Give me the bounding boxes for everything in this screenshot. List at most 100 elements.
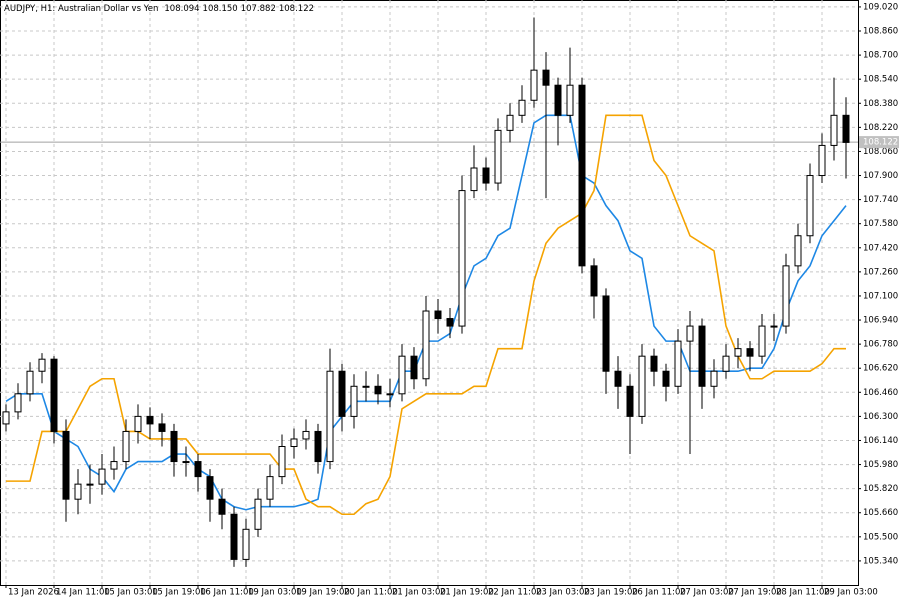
candle-body — [74, 483, 82, 500]
x-tick-label: 20 Jan 11:00 — [344, 588, 398, 598]
candle-body — [614, 370, 622, 387]
candle-body — [470, 167, 478, 192]
candle-body — [290, 438, 298, 448]
candle-body — [542, 69, 550, 86]
candle-body — [722, 355, 730, 372]
candle-body — [26, 370, 34, 395]
candle-body — [626, 385, 634, 417]
x-tick-label: 22 Jan 11:00 — [488, 588, 542, 598]
x-tick-label: 26 Jan 11:00 — [632, 588, 686, 598]
candle-body — [50, 358, 58, 432]
candle-body — [14, 393, 22, 413]
plot-frame — [0, 0, 859, 586]
y-tick-label: 105.660 — [863, 508, 898, 518]
y-tick-label: 106.300 — [863, 412, 898, 422]
candle-body — [494, 129, 502, 184]
y-tick-label: 107.740 — [863, 195, 898, 205]
candle-body — [794, 235, 802, 267]
candle-body — [266, 476, 274, 500]
y-tick-label: 109.020 — [863, 2, 898, 12]
y-tick-label: 107.580 — [863, 219, 898, 229]
candle-body — [182, 461, 190, 464]
last-price-tag — [859, 136, 899, 149]
candle-body — [734, 348, 742, 357]
y-tick-label: 107.900 — [863, 171, 898, 181]
y-tick-label: 105.980 — [863, 460, 898, 470]
x-tick-label: 13 Jan 2026 — [8, 588, 59, 598]
candle-body — [242, 528, 250, 560]
y-tick-label: 106.780 — [863, 340, 898, 350]
candle-body — [62, 430, 70, 500]
candle-body — [602, 295, 610, 372]
candle-body — [446, 318, 454, 327]
candle-body — [98, 468, 106, 485]
candle-body — [770, 325, 778, 328]
quote-value: 108.122 — [279, 4, 314, 14]
y-tick-label: 105.500 — [863, 532, 898, 542]
candle-body — [830, 114, 838, 146]
quote-value: 108.150 — [203, 4, 238, 14]
y-tick-label: 107.420 — [863, 243, 898, 253]
candle-body — [842, 114, 850, 143]
y-tick-label: 105.340 — [863, 556, 898, 566]
x-tick-label: 19 Jan 19:00 — [296, 588, 350, 598]
candle-body — [326, 370, 334, 463]
candle-body — [698, 325, 706, 387]
y-tick-label: 108.060 — [863, 147, 898, 157]
indicator-line — [6, 114, 846, 516]
y-tick-label: 105.820 — [863, 484, 898, 494]
candle-body — [374, 385, 382, 395]
candle-body — [554, 84, 562, 116]
candle-body — [674, 340, 682, 387]
symbol-title: AUDJPY, H1: Australian Dollar vs Yen — [4, 4, 158, 14]
candle-body — [434, 310, 442, 320]
candle-body — [686, 325, 694, 342]
y-tick-label: 108.860 — [863, 27, 898, 37]
y-tick-label: 108.540 — [863, 75, 898, 85]
candle-body — [650, 355, 658, 372]
quote-value: 108.094 — [164, 4, 199, 14]
candle-body — [746, 348, 754, 357]
candle-body — [782, 265, 790, 327]
candle-body — [314, 430, 322, 463]
candle-body — [2, 411, 10, 425]
candle-body — [122, 430, 130, 463]
y-tick-label: 108.220 — [863, 123, 898, 133]
y-tick-label: 106.940 — [863, 316, 898, 326]
y-tick-label: 108.380 — [863, 99, 898, 109]
x-tick-label: 19 Jan 03:00 — [248, 588, 302, 598]
x-tick-label: 15 Jan 03:00 — [104, 588, 158, 598]
last-price-label: 108.122 — [863, 138, 898, 148]
candle-body — [590, 265, 598, 297]
x-tick-label: 21 Jan 03:00 — [392, 588, 446, 598]
candle-body — [38, 358, 46, 372]
x-tick-label: 27 Jan 19:00 — [728, 588, 782, 598]
x-tick-label: 28 Jan 11:00 — [776, 588, 830, 598]
candle-body — [170, 430, 178, 463]
candle-body — [818, 144, 826, 177]
x-tick-label: 23 Jan 03:00 — [536, 588, 590, 598]
candle-body — [254, 498, 262, 530]
candle-body — [146, 415, 154, 425]
candle-body — [386, 393, 394, 396]
candle-body — [194, 461, 202, 478]
chart-header: AUDJPY, H1: Australian Dollar vs Yen 108.… — [4, 4, 314, 14]
candle-body — [206, 476, 214, 500]
candle-body — [86, 483, 94, 486]
candle-body — [422, 310, 430, 380]
y-tick-label: 108.700 — [863, 51, 898, 61]
candle-body — [518, 99, 526, 116]
quote-value: 107.882 — [241, 4, 276, 14]
x-tick-label: 27 Jan 03:00 — [680, 588, 734, 598]
candle-body — [506, 114, 514, 131]
candle-body — [110, 461, 118, 470]
candle-body — [482, 167, 490, 184]
candle-body — [230, 513, 238, 560]
x-tick-label: 21 Jan 19:00 — [440, 588, 494, 598]
y-tick-label: 107.100 — [863, 291, 898, 301]
candle-body — [278, 446, 286, 478]
y-tick-label: 106.460 — [863, 388, 898, 398]
candle-body — [398, 355, 406, 395]
y-tick-label: 107.260 — [863, 267, 898, 277]
candle-body — [362, 385, 370, 388]
